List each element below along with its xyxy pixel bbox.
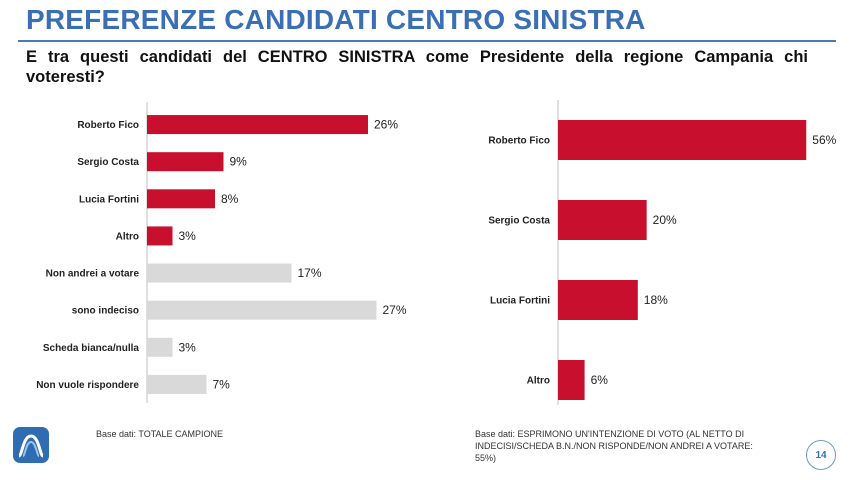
bar-sergio-costa [558,200,647,240]
bar-altro [558,360,585,400]
chart-vote-intention: Roberto Fico 56% Sergio Costa 20% Lucia Fort… [440,100,854,405]
bar-altro [147,226,173,246]
value-label: 17% [298,266,322,280]
category-label: Roberto Fico [77,120,139,131]
chart-total-sample-svg: Roberto Fico 26% Sergio Costa 9% Lucia Forti… [36,102,407,403]
page-number-badge: 14 [806,440,836,470]
category-label: Non andrei a votare [46,269,140,280]
bar-lucia-fortini [147,189,215,209]
category-label: Altro [116,231,139,242]
logo-icon [12,426,50,464]
category-label: Scheda bianca/nulla [43,343,140,354]
bar-roberto-fico [147,115,368,135]
base-note-vote-intention: Base dati: ESPRIMONO UN'INTENZIONE DI VO… [475,429,753,463]
bar-roberto-fico [558,120,807,160]
bar-non-andrei-a-votare [147,263,292,283]
value-label: 26% [374,118,398,132]
bar-lucia-fortini [558,280,638,320]
category-label: Non vuole rispondere [36,380,139,391]
value-label: 6% [591,373,609,387]
value-label: 3% [179,340,197,354]
category-label: Lucia Fortini [79,194,139,205]
category-label: Sergio Costa [77,157,139,168]
chart-vote-intention-svg: Roberto Fico 56% Sergio Costa 20% Lucia Fort… [488,100,837,405]
category-label: Altro [527,376,550,387]
value-label: 3% [179,229,197,243]
bar-non-vuole-rispondere [147,374,207,394]
category-label: Lucia Fortini [490,296,550,307]
category-label: Roberto Fico [488,136,550,147]
value-label: 7% [213,377,231,391]
category-label: sono indeciso [72,306,139,317]
chart-total-sample: Roberto Fico 26% Sergio Costa 9% Lucia Forti… [0,100,440,405]
value-label: 18% [644,293,668,307]
title-divider [18,40,836,42]
bar-scheda-bianca-nulla [147,337,173,357]
value-label: 20% [653,213,677,227]
value-label: 27% [383,303,407,317]
category-label: Sergio Costa [488,216,550,227]
value-label: 8% [221,192,239,206]
base-note-total-sample: Base dati: TOTALE CAMPIONE [96,429,224,439]
page-title: PREFERENZE CANDIDATI CENTRO SINISTRA [26,4,646,35]
value-label: 9% [230,155,248,169]
value-label: 56% [812,133,836,147]
survey-question: E tra questi candidati del CENTRO SINIST… [26,48,808,86]
bar-sono-indeciso [147,300,377,320]
bar-sergio-costa [147,152,224,172]
